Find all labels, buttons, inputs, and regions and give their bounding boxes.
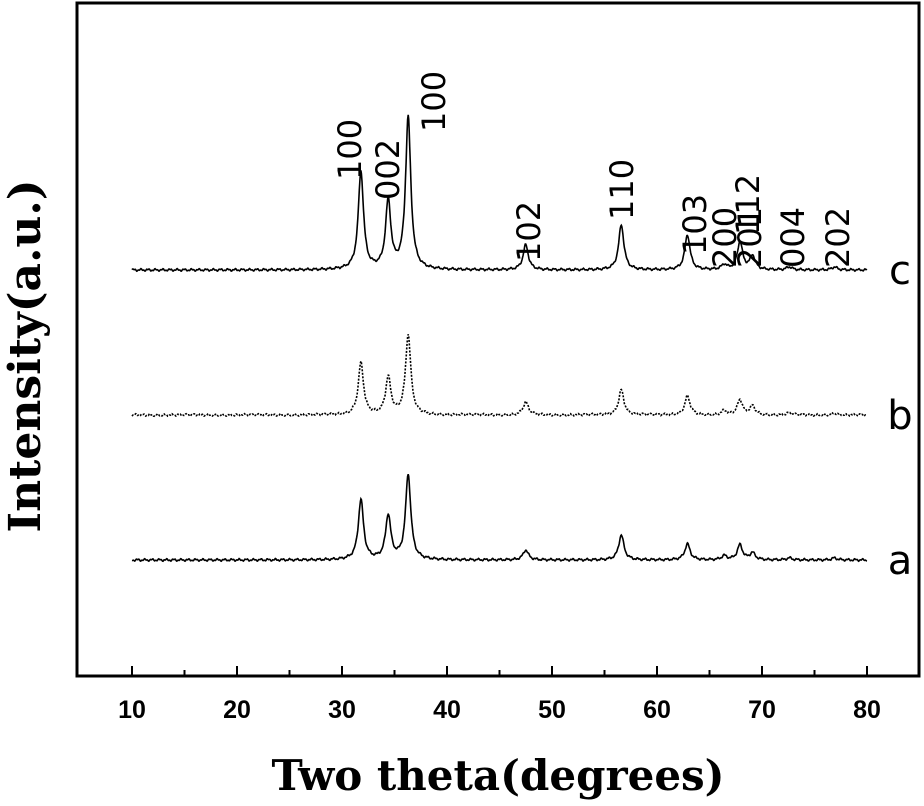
series-line-a [131,473,868,563]
x-tick-label: 80 [853,696,881,724]
series-label-b: b [887,393,912,439]
x-tick-label: 60 [643,696,671,724]
x-tick-label: 50 [538,696,566,724]
peak-label: 110 [603,159,641,220]
peak-label: 103 [676,194,714,255]
peak-label: 201 [731,207,769,268]
x-tick-label: 10 [118,696,146,724]
x-tick-label: 20 [223,696,251,724]
peak-label: 202 [819,207,857,268]
series-label-a: a [888,538,913,584]
peak-label: 112 [729,174,767,235]
series-labels: a b c [887,248,912,584]
x-axis-tick-labels: 10 20 30 40 50 60 70 80 [118,696,881,724]
x-axis-ticks [131,666,868,676]
series-label-c: c [889,248,911,294]
x-tick-label: 40 [433,696,461,724]
peak-label: 004 [774,207,812,268]
plot-frame [75,1,921,678]
x-tick-label: 30 [328,696,356,724]
x-axis-label: Two theta(degrees) [271,751,724,800]
peak-label: 100 [331,119,369,180]
y-axis-label: Intensity(a.u.) [0,179,51,532]
peak-label: 100 [415,71,453,132]
peak-label: 102 [510,201,548,262]
series-line-b [131,334,868,418]
series-line-c [131,114,868,273]
peak-label: 200 [706,207,744,268]
series-lines [131,114,868,563]
peak-label: 002 [369,139,407,200]
x-tick-label: 70 [748,696,776,724]
